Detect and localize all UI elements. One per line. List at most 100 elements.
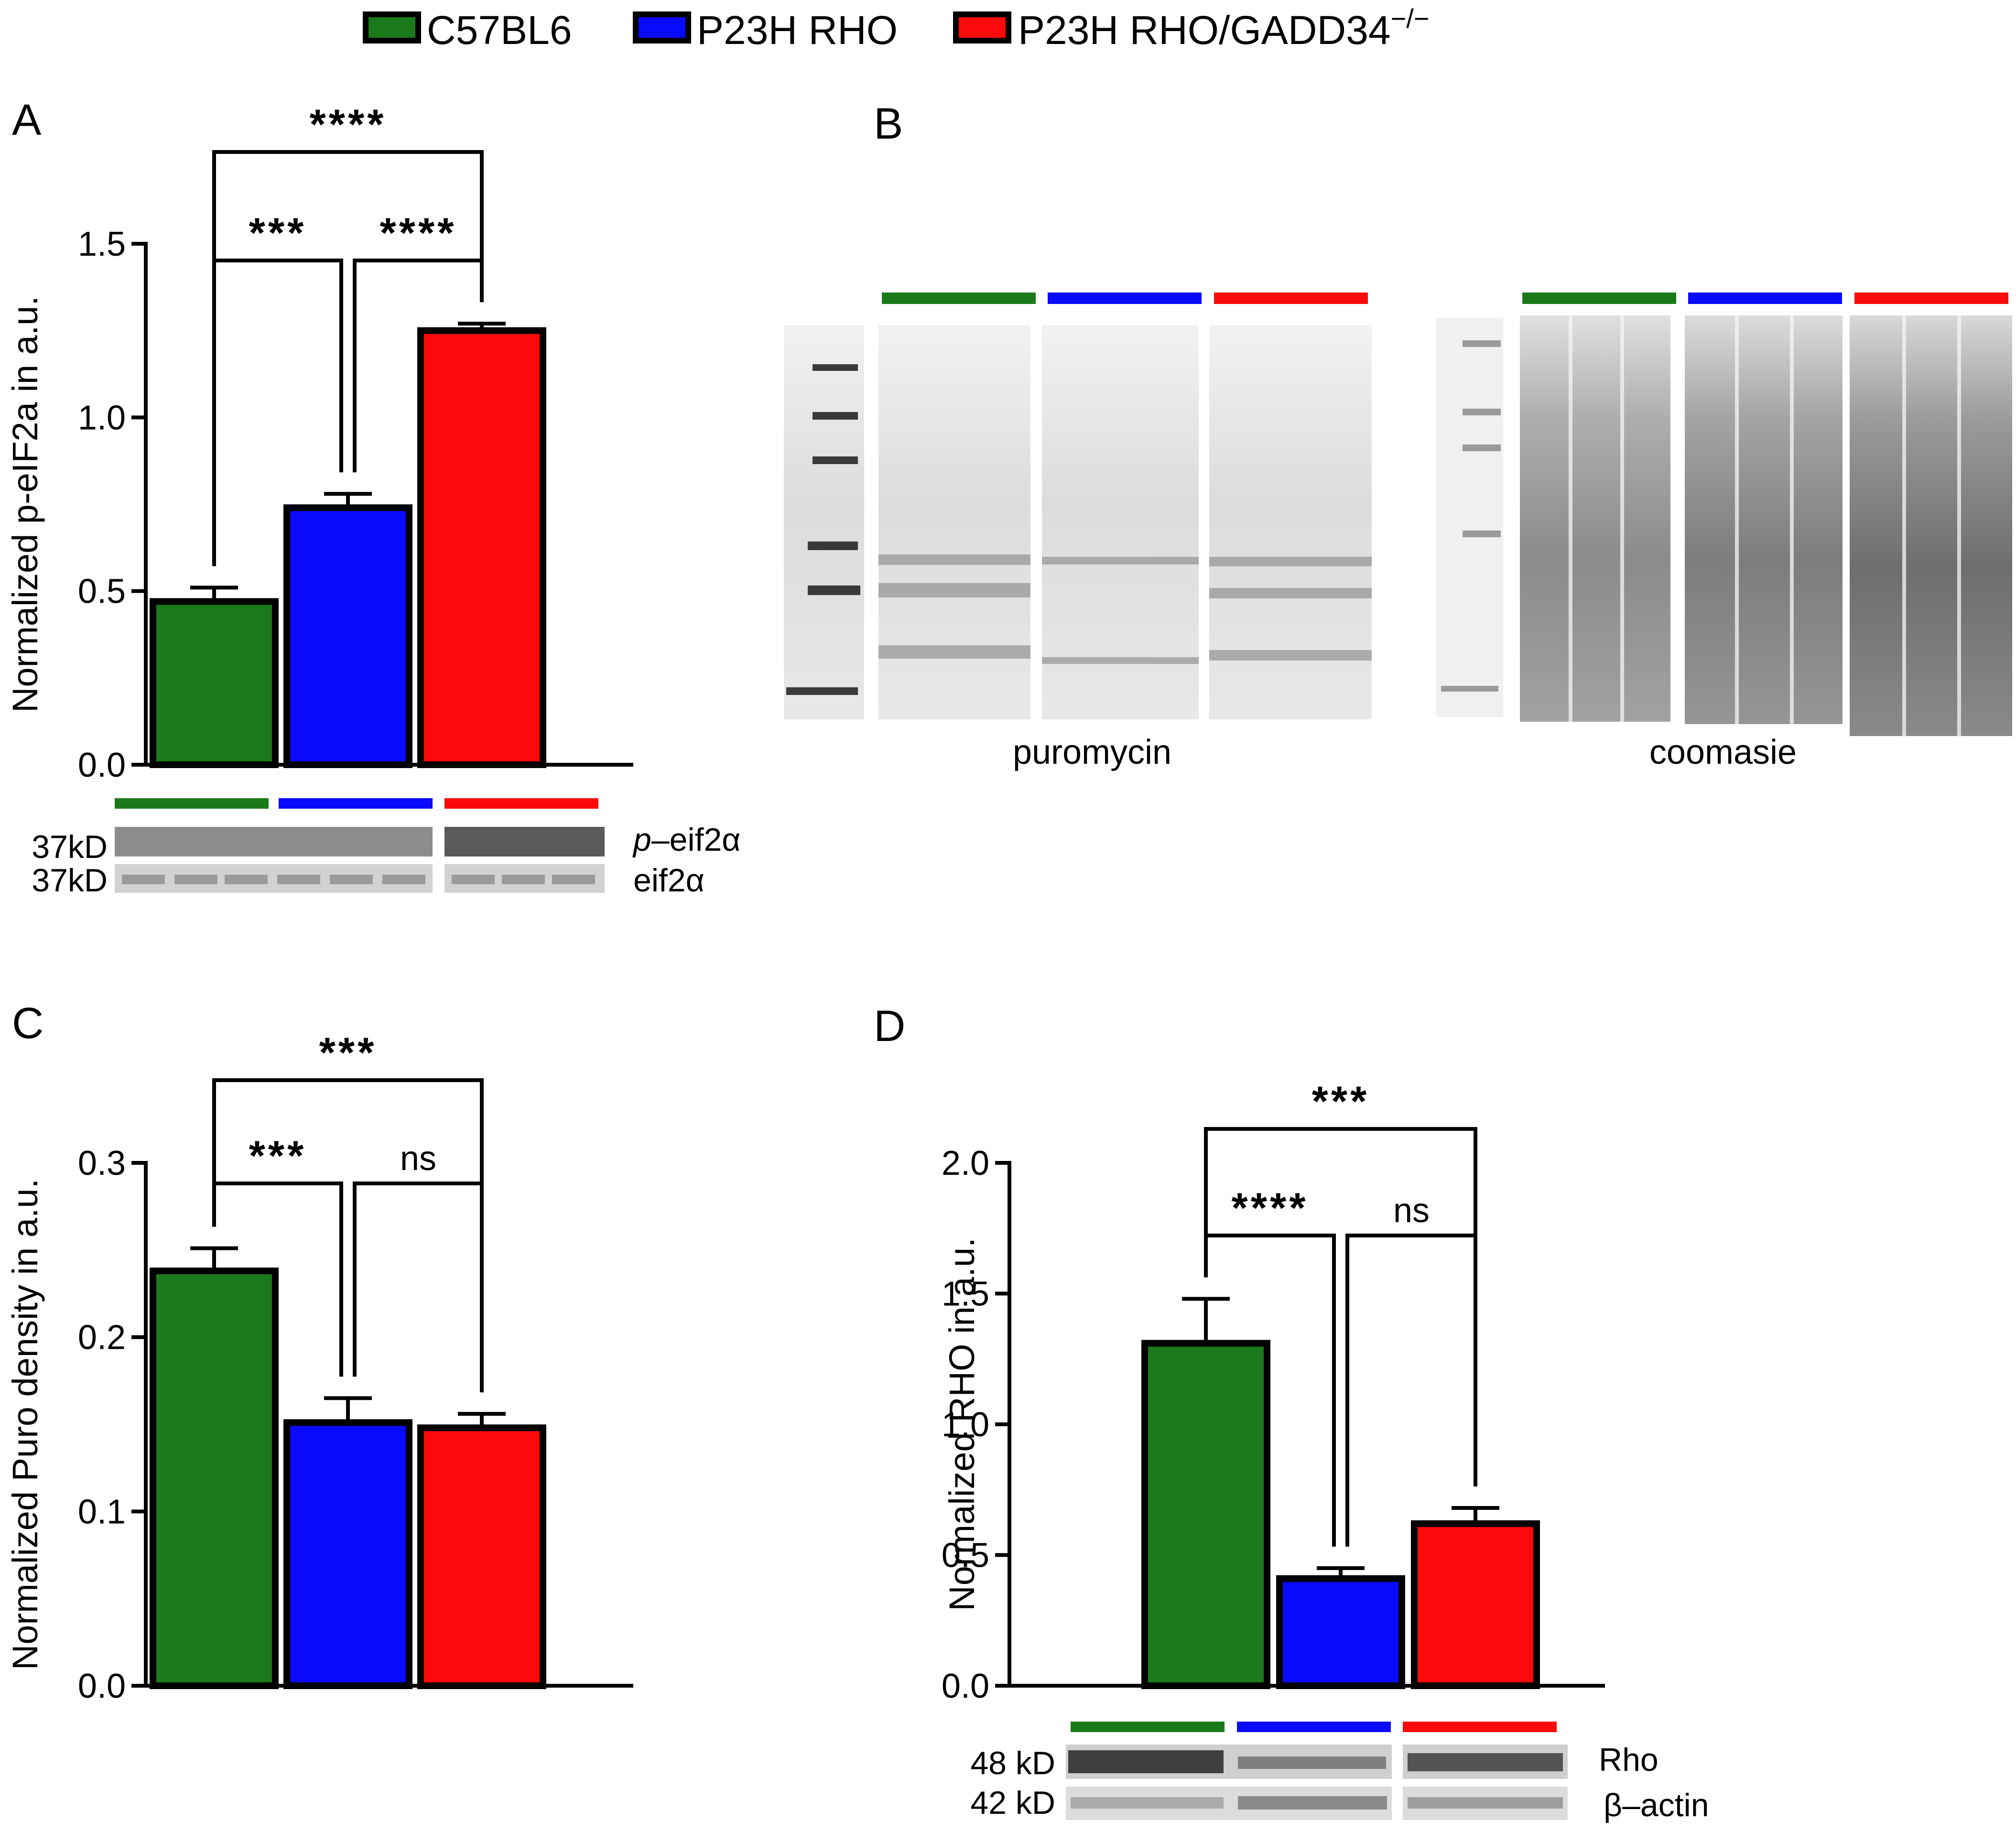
gel-lanes-puro-c57bl6 — [878, 325, 1030, 719]
blot-kd-label-actin: 42 kD — [970, 1785, 1055, 1821]
legend-swatch-p23h-rho — [633, 11, 691, 43]
gel-group-bar-gadd34-coom — [1854, 293, 2008, 304]
blot-kd-label-row1: 37kD — [32, 829, 108, 865]
legend-label-p23h-rho: P23H RHO — [697, 8, 898, 53]
lane-gap — [1790, 315, 1794, 724]
legend-item-p23h-rho: P23H RHO — [633, 8, 898, 53]
bar-2 — [283, 504, 412, 769]
bar-2 — [1276, 1575, 1405, 1689]
gel-group-bar-c57bl6-puro — [882, 293, 1036, 304]
blot-bands-eif2a — [122, 875, 595, 884]
significance-bracket — [1204, 1234, 1336, 1547]
significance-label: **** — [310, 100, 387, 148]
blot-group-bar-gadd34-d — [1403, 1722, 1557, 1732]
lane-gap — [1620, 315, 1624, 722]
legend: C57BL6 P23H RHO P23H RHO/GADD34−/− — [363, 3, 1430, 53]
lane-gap — [1735, 315, 1739, 724]
chart-panel-c: 0.0 0.1 0.2 0.3 Normalized Puro density in a… — [5, 1029, 633, 1705]
ladder-band — [1463, 409, 1501, 415]
blot-bands-actin — [1071, 1796, 1563, 1810]
y-axis-title: Normalized p-eIF2a in a.u. — [5, 296, 45, 713]
significance-bracket — [353, 259, 484, 473]
panel-letter-b: B — [874, 99, 903, 148]
blot-band — [552, 875, 595, 884]
blot-band — [225, 875, 268, 884]
blot-strip-p-eif2a-1 — [115, 827, 433, 856]
legend-item-c57bl6: C57BL6 — [363, 8, 572, 53]
bar-3 — [417, 327, 546, 768]
significance-bracket — [1345, 1234, 1477, 1547]
gel-band — [1042, 557, 1199, 564]
y-tick-label: 0.0 — [78, 1667, 126, 1705]
lane-gap — [1569, 315, 1572, 722]
y-tick-label: 1.5 — [942, 1275, 989, 1313]
gel-band — [1209, 588, 1372, 598]
blot-strip-p-eif2a-2 — [444, 827, 605, 856]
significance-bracket — [212, 259, 343, 566]
gel-lanes-coom-c57bl6 — [1520, 315, 1670, 722]
significance-label: *** — [319, 1029, 377, 1076]
y-tick-label: 0.5 — [78, 573, 126, 611]
gel-group-bar-p23h-rho-puro — [1048, 293, 1202, 304]
ladder-band — [786, 687, 858, 695]
puromycin-bands — [878, 554, 1372, 664]
ladder-bands-puromycin — [786, 364, 860, 695]
blot-band — [330, 875, 373, 884]
chart-panel-a: 0.0 0.5 1.0 1.5 Normalized p-eIF2a in a.u. **… — [5, 100, 633, 784]
legend-label-c57bl6: C57BL6 — [427, 8, 572, 53]
significance-bracket — [212, 1182, 343, 1377]
significance-label: ns — [1393, 1192, 1430, 1230]
ladder-band — [813, 364, 858, 371]
ladder-band — [808, 585, 860, 595]
y-tick-label: 0.2 — [78, 1319, 126, 1357]
blot-panel-d: 48 kD 42 kD Rho β–actin — [970, 1722, 1709, 1823]
ladder-bands-coomassie — [1441, 340, 1501, 692]
lane-gap — [1902, 315, 1906, 736]
blot-group-bar-p23h-rho — [279, 798, 433, 809]
blot-band — [174, 875, 217, 884]
ladder-band — [1463, 531, 1501, 537]
significance-label: **** — [1232, 1184, 1309, 1231]
blot-group-bar-p23h-rho-d — [1237, 1722, 1391, 1732]
gel-band — [878, 554, 1030, 565]
gel-lanes-coom-gadd34 — [1850, 315, 2012, 736]
significance-bracket — [353, 1182, 484, 1393]
gel-group-bar-p23h-rho-coom — [1688, 293, 1842, 304]
blot-panel-a: 37kD 37kD p–eif2α eif2α — [32, 798, 741, 899]
blot-kd-label-row2: 37kD — [32, 862, 108, 899]
blot-band — [1408, 1753, 1563, 1771]
blot-band — [1238, 1756, 1386, 1769]
legend-label-gadd34-main: P23H RHO/GADD34 — [1018, 8, 1391, 53]
y-tick-label: 0.0 — [78, 746, 126, 784]
y-tick-label: 0.5 — [942, 1537, 989, 1575]
gel-band — [1209, 650, 1372, 661]
ladder-band — [1463, 340, 1501, 347]
y-tick-label: 0.3 — [78, 1144, 126, 1182]
blot-band — [452, 875, 495, 884]
y-axis-title: Normalized Puro density in a.u. — [5, 1179, 45, 1670]
chart-panel-d: 0.0 0.5 1.0 1.5 2.0 Normalized RHO in a.u. ***… — [942, 1077, 1605, 1705]
y-axis-title: Normalized RHO in a.u. — [942, 1237, 982, 1611]
ladder-band — [813, 412, 858, 420]
blot-strip-eif2a-1 — [115, 864, 433, 893]
caption-puromycin: puromycin — [1013, 733, 1171, 771]
bar-3 — [1411, 1520, 1540, 1690]
y-tick-label: 1.0 — [942, 1406, 989, 1444]
blot-band — [1408, 1797, 1563, 1809]
gel-panel-b: puromycin coomasie — [784, 293, 2012, 771]
blot-group-bar-gadd34 — [444, 798, 598, 809]
blot-group-bar-c57bl6 — [115, 798, 269, 809]
blot-band — [122, 875, 165, 884]
bar-1 — [150, 1268, 279, 1689]
bar-1 — [1141, 1340, 1270, 1689]
blot-band — [1068, 1750, 1224, 1773]
y-tick-label: 1.5 — [78, 225, 126, 263]
blot-kd-label-rho: 48 kD — [970, 1745, 1055, 1781]
y-tick-label: 0.0 — [942, 1667, 989, 1705]
blot-protein-label-eif2a: eif2α — [633, 862, 705, 899]
y-tick-label: 2.0 — [942, 1144, 989, 1182]
blot-protein-label-p-eif2a: p–eif2α — [632, 822, 741, 858]
legend-label-gadd34: P23H RHO/GADD34−/− — [1018, 3, 1430, 53]
gel-band — [1209, 557, 1372, 566]
